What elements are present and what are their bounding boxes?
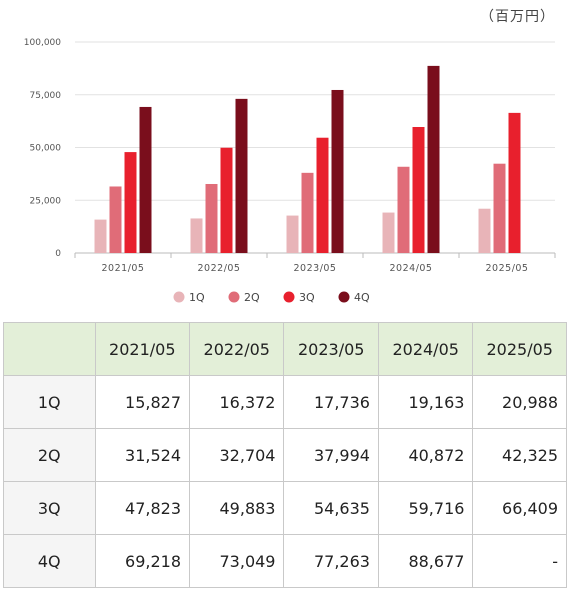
- x-tick-label: 2024/05: [390, 263, 433, 274]
- row-label: 4Q: [3, 534, 96, 588]
- bar: [427, 65, 440, 253]
- table-row: 2Q 31,524 32,704 37,994 40,872 42,325: [3, 428, 567, 482]
- unit-label: （百万円）: [480, 9, 555, 25]
- table-cell: 59,716: [377, 481, 474, 535]
- bar: [412, 126, 425, 253]
- table-cell: 54,635: [283, 481, 379, 535]
- bar: [382, 212, 395, 253]
- table-header-cell: 2023/05: [283, 322, 379, 376]
- table-cell: 40,872: [377, 428, 474, 482]
- x-tick-label: 2023/05: [294, 263, 337, 274]
- table-cell: 77,263: [283, 534, 379, 588]
- bar: [124, 152, 137, 253]
- table-cell: 19,163: [377, 375, 474, 429]
- x-tick-label: 2021/05: [102, 263, 145, 274]
- legend-label: 2Q: [244, 291, 260, 304]
- table-cell: 73,049: [189, 534, 285, 588]
- bar: [109, 186, 122, 253]
- y-tick-label: 0: [55, 249, 61, 259]
- table-row: 1Q 15,827 16,372 17,736 19,163 20,988: [3, 375, 567, 429]
- table-cell: 69,218: [94, 534, 191, 588]
- table-cell: 88,677: [377, 534, 474, 588]
- table-header-row: 2021/05 2022/05 2023/05 2024/05 2025/05: [3, 322, 567, 376]
- row-label: 1Q: [3, 375, 96, 429]
- table-header-cell: 2022/05: [189, 322, 285, 376]
- table-cell: 49,883: [189, 481, 285, 535]
- legend-swatch: [338, 291, 350, 303]
- bar: [397, 166, 410, 253]
- row-label: 2Q: [3, 428, 96, 482]
- table-cell: 37,994: [283, 428, 379, 482]
- table-header-cell: 2021/05: [94, 322, 191, 376]
- table-cell: 20,988: [472, 375, 567, 429]
- legend-swatch: [228, 291, 240, 303]
- bar: [94, 219, 107, 253]
- table-row: 4Q 69,218 73,049 77,263 88,677 -: [3, 534, 567, 588]
- y-tick-label: 100,000: [24, 38, 61, 48]
- table-row: 3Q 47,823 49,883 54,635 59,716 66,409: [3, 481, 567, 535]
- row-label: 3Q: [3, 481, 96, 535]
- legend-label: 1Q: [189, 291, 205, 304]
- y-tick-label: 50,000: [30, 144, 62, 154]
- legend-label: 3Q: [299, 291, 315, 304]
- bar: [286, 215, 299, 253]
- bar: [190, 218, 203, 253]
- bar: [235, 98, 248, 253]
- y-tick-label: 25,000: [30, 196, 62, 206]
- table-cell: 42,325: [472, 428, 567, 482]
- table-cell: 32,704: [189, 428, 285, 482]
- legend-swatch: [173, 291, 185, 303]
- table-corner-cell: [3, 322, 96, 376]
- bar: [508, 112, 521, 253]
- x-tick-label: 2025/05: [486, 263, 529, 274]
- bar: [301, 172, 314, 253]
- table-cell: 16,372: [189, 375, 285, 429]
- y-tick-label: 75,000: [30, 91, 62, 101]
- table-header-cell: 2024/05: [377, 322, 474, 376]
- bar-chart: 0 25,000 50,000 75,000 100,000 2021/05 2022/05…: [24, 38, 556, 304]
- x-tick-label: 2022/05: [198, 263, 241, 274]
- bar: [478, 208, 491, 253]
- bar: [316, 137, 329, 253]
- table-cell: 66,409: [472, 481, 567, 535]
- bar: [331, 89, 344, 253]
- table-cell: 31,524: [94, 428, 191, 482]
- table-cell: 15,827: [94, 375, 191, 429]
- bar: [493, 163, 506, 253]
- table-cell: -: [472, 534, 567, 588]
- bar: [139, 106, 152, 254]
- legend-swatch: [283, 291, 295, 303]
- legend-label: 4Q: [354, 291, 370, 304]
- table-cell: 47,823: [94, 481, 191, 535]
- bar: [205, 183, 218, 253]
- data-table: 2021/05 2022/05 2023/05 2024/05 2025/05 …: [3, 322, 567, 588]
- table-header-cell: 2025/05: [472, 322, 567, 376]
- bar: [220, 147, 233, 253]
- table-cell: 17,736: [283, 375, 379, 429]
